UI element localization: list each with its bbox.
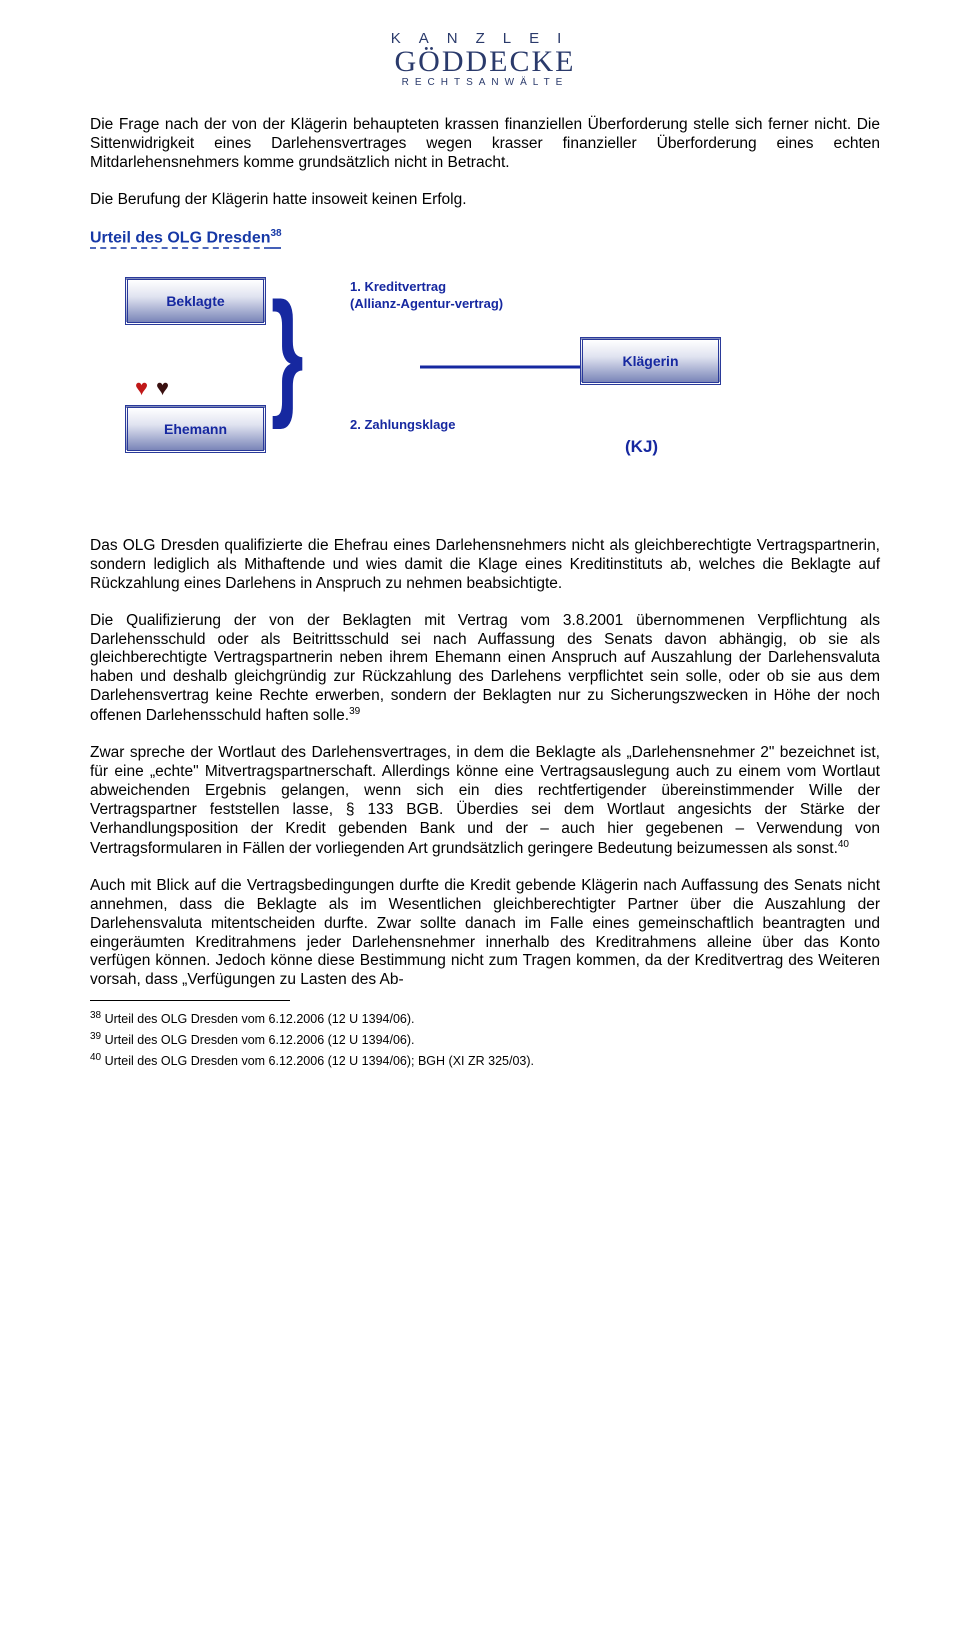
intro-paragraph-1: Die Frage nach der von der Klägerin beha…: [90, 116, 880, 173]
footnote-39: 39 Urteil des OLG Dresden vom 6.12.2006 …: [90, 1030, 880, 1049]
body-paragraph-2-text: Die Qualifizierung der von der Beklagten…: [90, 612, 880, 725]
diagram-label-1a: 1. Kreditvertrag: [350, 279, 446, 294]
footnote-39-num: 39: [90, 1031, 101, 1042]
section-heading: Urteil des OLG Dresden38: [90, 228, 880, 247]
letterhead-line2: GÖDDECKE: [90, 45, 880, 79]
intro-paragraph-2: Die Berufung der Klägerin hatte insoweit…: [90, 191, 880, 210]
section-heading-sup: 38: [271, 228, 282, 239]
body-paragraph-2: Die Qualifizierung der von der Beklagten…: [90, 612, 880, 727]
letterhead: KANZLEI GÖDDECKE RECHTSANWÄLTE: [90, 30, 880, 88]
heart-dark-icon: ♥: [156, 377, 169, 399]
footnote-38-text: Urteil des OLG Dresden vom 6.12.2006 (12…: [105, 1012, 415, 1026]
kj-label: (KJ): [625, 437, 658, 457]
heart-red-icon: ♥: [135, 377, 148, 399]
box-beklagte: Beklagte: [125, 277, 266, 325]
letterhead-line3: RECHTSANWÄLTE: [90, 77, 880, 88]
body-paragraph-3-sup: 40: [838, 839, 849, 850]
box-ehemann: Ehemann: [125, 405, 266, 453]
footnotes: 38 Urteil des OLG Dresden vom 6.12.2006 …: [90, 1009, 880, 1070]
box-ehemann-label: Ehemann: [164, 421, 227, 437]
body-paragraph-2-sup: 39: [349, 706, 360, 717]
diagram-label-1b: (Allianz-Agentur-vertrag): [350, 296, 503, 311]
footnote-38: 38 Urteil des OLG Dresden vom 6.12.2006 …: [90, 1009, 880, 1028]
box-klaegerin-label: Klägerin: [622, 353, 678, 369]
diagram-label-2: 2. Zahlungsklage: [350, 417, 455, 434]
brace-icon: }: [271, 282, 304, 422]
box-beklagte-label: Beklagte: [166, 293, 224, 309]
footnote-38-num: 38: [90, 1010, 101, 1021]
body-paragraph-3: Zwar spreche der Wortlaut des Darlehensv…: [90, 744, 880, 859]
case-diagram: Beklagte ♥ ♥ Ehemann } 1. Kreditvertrag …: [90, 277, 880, 477]
footnote-40-num: 40: [90, 1052, 101, 1063]
diagram-label-1: 1. Kreditvertrag (Allianz-Agentur-vertra…: [350, 279, 503, 313]
footnote-separator: [90, 1000, 290, 1001]
box-klaegerin: Klägerin: [580, 337, 721, 385]
footnote-40-text: Urteil des OLG Dresden vom 6.12.2006 (12…: [105, 1055, 534, 1069]
footnote-40: 40 Urteil des OLG Dresden vom 6.12.2006 …: [90, 1051, 880, 1070]
body-paragraph-4: Auch mit Blick auf die Vertragsbedingung…: [90, 877, 880, 990]
body-paragraph-3-text: Zwar spreche der Wortlaut des Darlehensv…: [90, 744, 880, 857]
footnote-39-text: Urteil des OLG Dresden vom 6.12.2006 (12…: [105, 1033, 415, 1047]
section-heading-text: Urteil des OLG Dresden: [90, 229, 271, 246]
body-paragraph-1: Das OLG Dresden qualifizierte die Ehefra…: [90, 537, 880, 594]
